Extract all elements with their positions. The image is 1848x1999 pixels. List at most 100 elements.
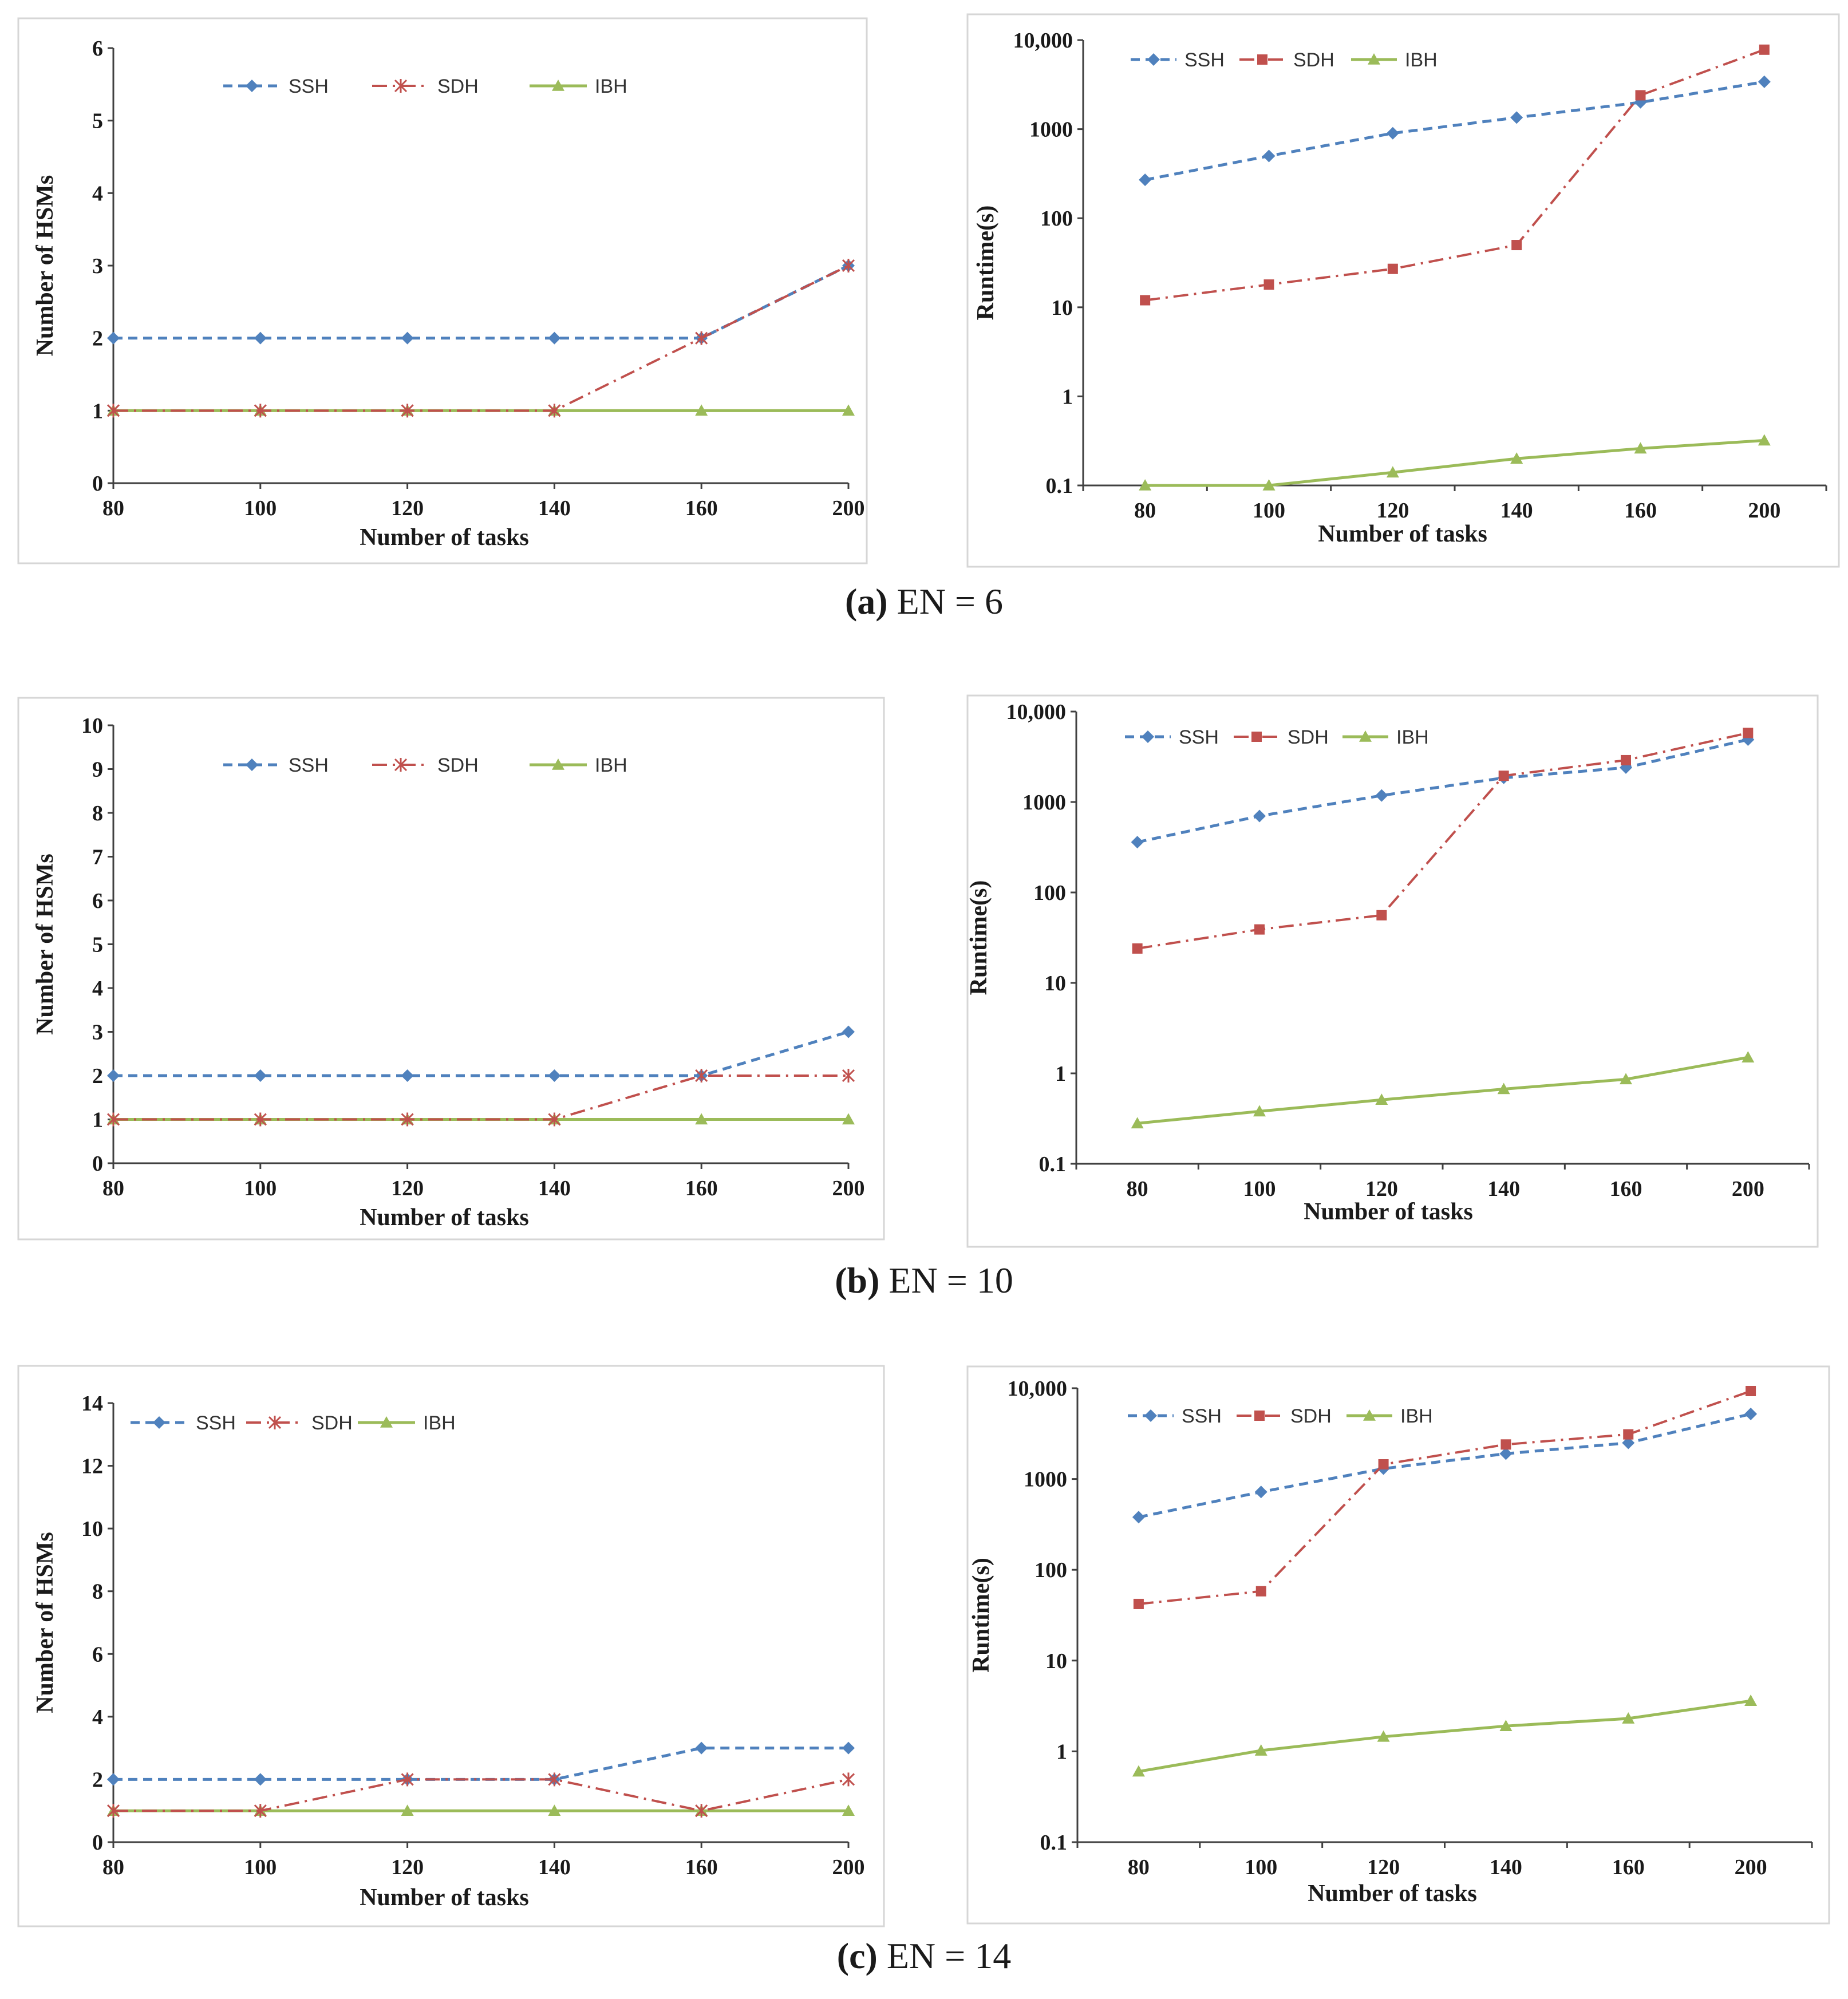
x-tick-label: 160: [1624, 499, 1657, 523]
data-point: [1132, 943, 1143, 954]
y-tick-label: 10: [1051, 296, 1073, 320]
x-tick-label: 80: [1127, 1177, 1148, 1201]
legend-marker: [1142, 730, 1154, 743]
data-point: [1500, 1439, 1511, 1450]
legend-marker: [1359, 730, 1372, 742]
data-point: [695, 331, 708, 345]
data-point: [254, 1804, 267, 1818]
legend: SSH SDH IBH: [1128, 1405, 1433, 1427]
data-point: [1377, 1730, 1390, 1742]
legend: SSH SDH IBH: [1125, 726, 1429, 748]
x-tick-label: 120: [1367, 1855, 1400, 1879]
data-point: [401, 1069, 414, 1082]
y-tick-label: 1: [1056, 1740, 1067, 1764]
legend-marker: [1257, 54, 1267, 65]
y-tick-label: 100: [1040, 207, 1073, 231]
series-sdh: [106, 1772, 855, 1818]
chart-frame: [17, 1365, 885, 1927]
series-line-ssh: [113, 1030, 849, 1077]
data-point: [1253, 1105, 1266, 1117]
legend-marker: [552, 758, 564, 770]
data-point: [1131, 836, 1144, 849]
data-point: [1254, 1744, 1267, 1756]
legend: SSH SDH IBH: [223, 754, 627, 776]
series-ibh: [1139, 434, 1771, 491]
data-point: [254, 331, 267, 345]
x-tick-label: 200: [1735, 1855, 1767, 1879]
y-tick-label: 14: [81, 1392, 103, 1416]
data-point: [548, 1804, 561, 1816]
data-point: [1139, 479, 1152, 491]
data-point: [1133, 1598, 1144, 1609]
legend-marker: [1144, 1409, 1157, 1422]
x-tick-label: 140: [538, 1855, 571, 1879]
series-sdh: [106, 259, 855, 418]
series-line-sdh: [113, 1778, 849, 1812]
data-point: [1499, 1447, 1513, 1460]
x-tick-label: 160: [1610, 1177, 1642, 1201]
data-point: [401, 1772, 414, 1787]
legend-label: IBH: [1400, 1405, 1433, 1427]
legend-label: SDH: [1290, 1405, 1332, 1427]
data-point: [1622, 1436, 1635, 1449]
chart-panel-a-right: 0.1 1 10 100 1000 10,000 80 100 120 140 160 200 Numb…: [966, 13, 1840, 568]
x-tick-label: 120: [391, 496, 424, 520]
data-point: [106, 404, 120, 418]
chart-frame: [966, 13, 1840, 568]
y-tick-label: 1: [1055, 1062, 1066, 1086]
data-point: [1635, 90, 1646, 101]
data-point: [107, 1773, 120, 1786]
data-point: [254, 1112, 267, 1127]
data-point: [842, 1772, 855, 1787]
data-point: [1131, 1117, 1144, 1129]
y-axis-title: Runtime(s): [968, 1558, 994, 1673]
series-line-ssh: [1144, 80, 1765, 181]
y-tick-label: 3: [92, 1021, 103, 1045]
data-point: [106, 1112, 120, 1127]
legend-item-sdh: SDH: [1239, 49, 1334, 71]
data-point: [401, 1804, 414, 1816]
data-point: [1499, 1720, 1513, 1731]
data-point: [1744, 1694, 1758, 1706]
legend-marker: [153, 1416, 165, 1429]
x-tick-label: 80: [102, 1855, 124, 1879]
y-tick-label: 1: [92, 399, 103, 423]
data-point: [842, 1025, 855, 1038]
data-point: [842, 259, 855, 272]
y-tick-label: 0.1: [1046, 474, 1073, 498]
legend-label: SDH: [437, 754, 479, 776]
series-sdh: [1140, 44, 1770, 306]
data-point: [842, 404, 855, 416]
data-point: [695, 1069, 708, 1083]
data-point: [1254, 1486, 1267, 1499]
data-point: [1623, 1429, 1634, 1440]
x-tick-label: 140: [538, 496, 571, 520]
data-point: [695, 1113, 708, 1125]
y-tick-label: 7: [92, 846, 103, 870]
y-tick-label: 0: [92, 1831, 103, 1855]
legend-marker: [1147, 53, 1160, 66]
series-sdh: [106, 1069, 855, 1127]
legend-item-ssh: SSH: [1131, 49, 1225, 71]
x-tick-label: 100: [244, 496, 277, 520]
legend-label: SSH: [1179, 726, 1219, 748]
data-point: [1375, 789, 1388, 802]
data-point: [1386, 127, 1399, 140]
data-point: [254, 404, 267, 418]
y-tick-label: 6: [92, 1642, 103, 1666]
data-point: [548, 404, 561, 418]
legend-marker: [380, 1416, 393, 1428]
y-tick-label: 1: [1062, 385, 1073, 409]
caption-label: (b): [835, 1260, 879, 1301]
legend-marker: [394, 79, 408, 93]
data-point: [1746, 1385, 1756, 1396]
x-axis-title: Number of tasks: [1304, 1199, 1473, 1225]
data-point: [548, 331, 561, 345]
caption-text: EN = 14: [878, 1935, 1011, 1976]
legend-label: SDH: [311, 1412, 353, 1434]
legend-label: SSH: [289, 76, 329, 97]
legend-label: SSH: [289, 754, 329, 776]
data-point: [1758, 434, 1771, 446]
y-tick-label: 2: [92, 327, 103, 351]
legend-label: IBH: [595, 76, 627, 97]
